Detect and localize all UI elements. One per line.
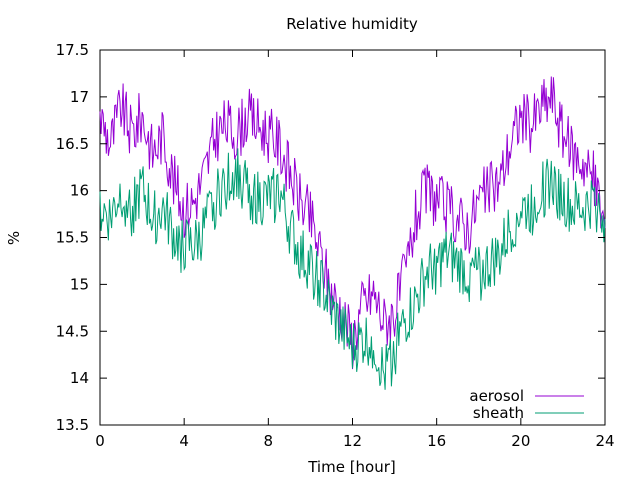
x-axis-label: Time [hour]	[307, 458, 396, 476]
x-tick-label: 8	[264, 432, 274, 450]
y-tick-label: 16	[70, 182, 89, 200]
x-tick-label: 20	[511, 432, 530, 450]
legend-label-aerosol: aerosol	[469, 387, 524, 405]
y-tick-label: 17.5	[56, 41, 89, 59]
series-line-sheath	[99, 148, 606, 390]
x-tick-label: 24	[595, 432, 614, 450]
x-tick-label: 12	[343, 432, 362, 450]
y-tick-label: 15	[70, 275, 89, 293]
y-axis-label: %	[5, 231, 23, 245]
chart-title: Relative humidity	[286, 15, 418, 33]
y-tick-label: 14.5	[56, 322, 89, 340]
y-tick-label: 17	[70, 88, 89, 106]
y-tick-label: 16.5	[56, 135, 89, 153]
series-line-aerosol	[99, 76, 606, 370]
y-tick-label: 15.5	[56, 229, 89, 247]
y-tick-label: 14	[70, 369, 89, 387]
x-tick-label: 0	[95, 432, 105, 450]
x-tick-label: 16	[427, 432, 446, 450]
series-layer	[99, 76, 606, 390]
y-tick-label: 13.5	[56, 416, 89, 434]
legend-label-sheath: sheath	[473, 404, 524, 422]
axis-ticks: 0 4 8 12 16 20 24 13.5 14 14.5 15 15.5 16 16.5 17 17.5	[56, 41, 615, 450]
x-tick-label: 4	[179, 432, 189, 450]
